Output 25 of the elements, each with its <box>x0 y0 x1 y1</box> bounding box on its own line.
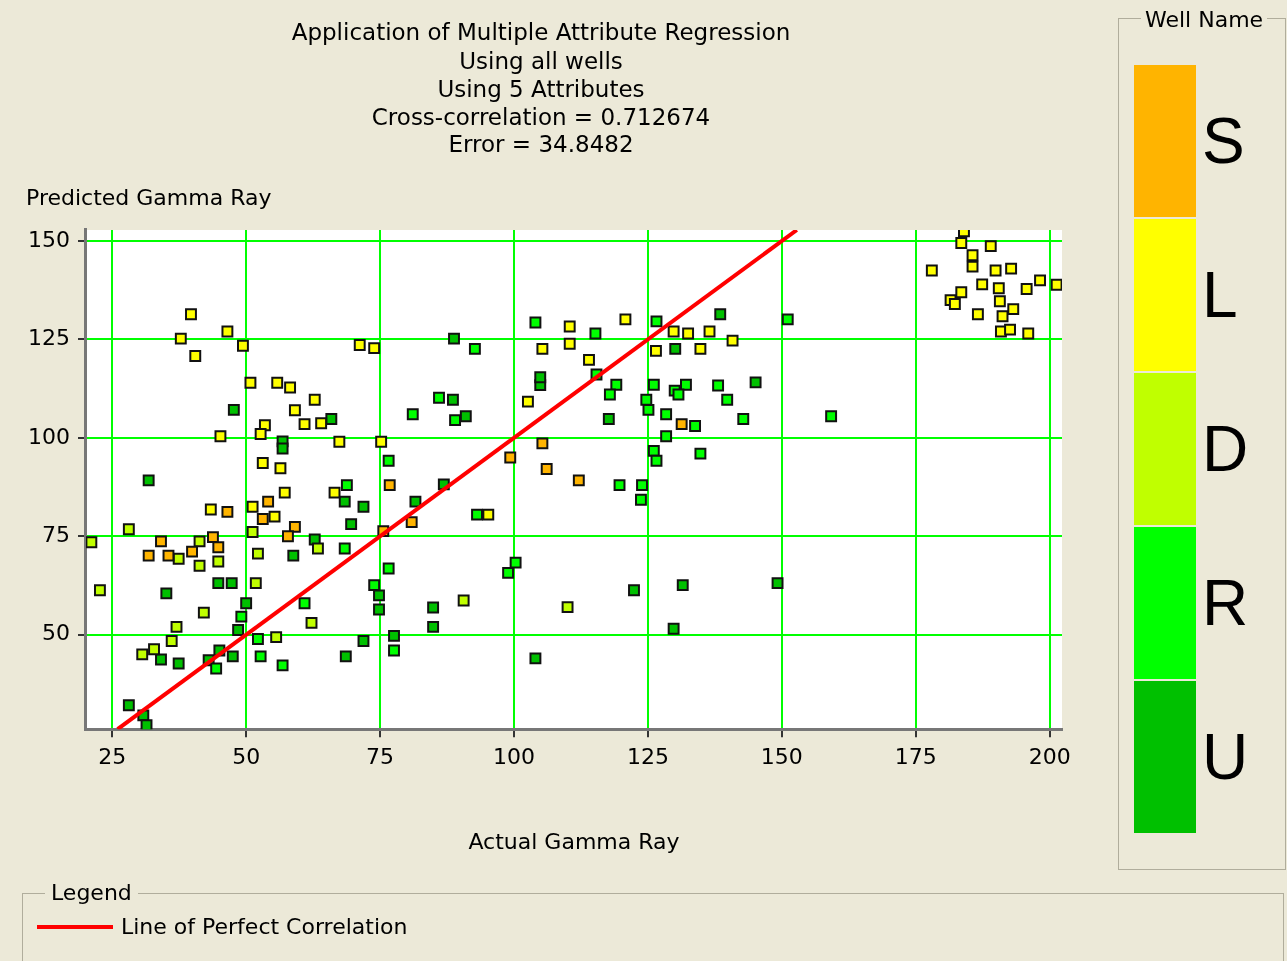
y-tick-label: 125 <box>27 325 70 351</box>
y-tick-label: 75 <box>41 522 70 548</box>
x-tick-label: 100 <box>493 744 535 770</box>
chart-title: Application of Multiple Attribute Regression <box>291 18 791 45</box>
y-tick-label: 50 <box>41 620 70 646</box>
legend-label: L <box>1202 259 1238 331</box>
legend-label: Line of Perfect Correlation <box>121 914 408 939</box>
y-tick-label: 150 <box>27 226 70 252</box>
x-tick-label: 200 <box>1028 744 1071 770</box>
x-axis-title: Actual Gamma Ray <box>468 828 680 854</box>
legend-label: R <box>1202 567 1249 639</box>
chart-subtitle: Using all wells Using 5 Attributes Cross-correlation = 0.712674 Error = 34.8482 <box>371 48 711 158</box>
y-axis-title: Predicted Gamma Ray <box>26 184 272 210</box>
x-tick-label: 25 <box>98 744 127 770</box>
x-tick-label: 125 <box>626 744 669 770</box>
text: Legend <box>45 880 138 905</box>
legend-title: Well Name <box>1141 7 1268 32</box>
legend-label: D <box>1202 413 1249 485</box>
x-tick-label: 175 <box>894 744 937 770</box>
x-tick-label: 75 <box>366 744 395 770</box>
legend-label: U <box>1202 721 1249 793</box>
y-tick-label: 100 <box>27 423 70 449</box>
x-tick-label: 50 <box>232 744 261 770</box>
legend-label: S <box>1202 105 1245 177</box>
x-tick-label: 150 <box>760 744 803 770</box>
